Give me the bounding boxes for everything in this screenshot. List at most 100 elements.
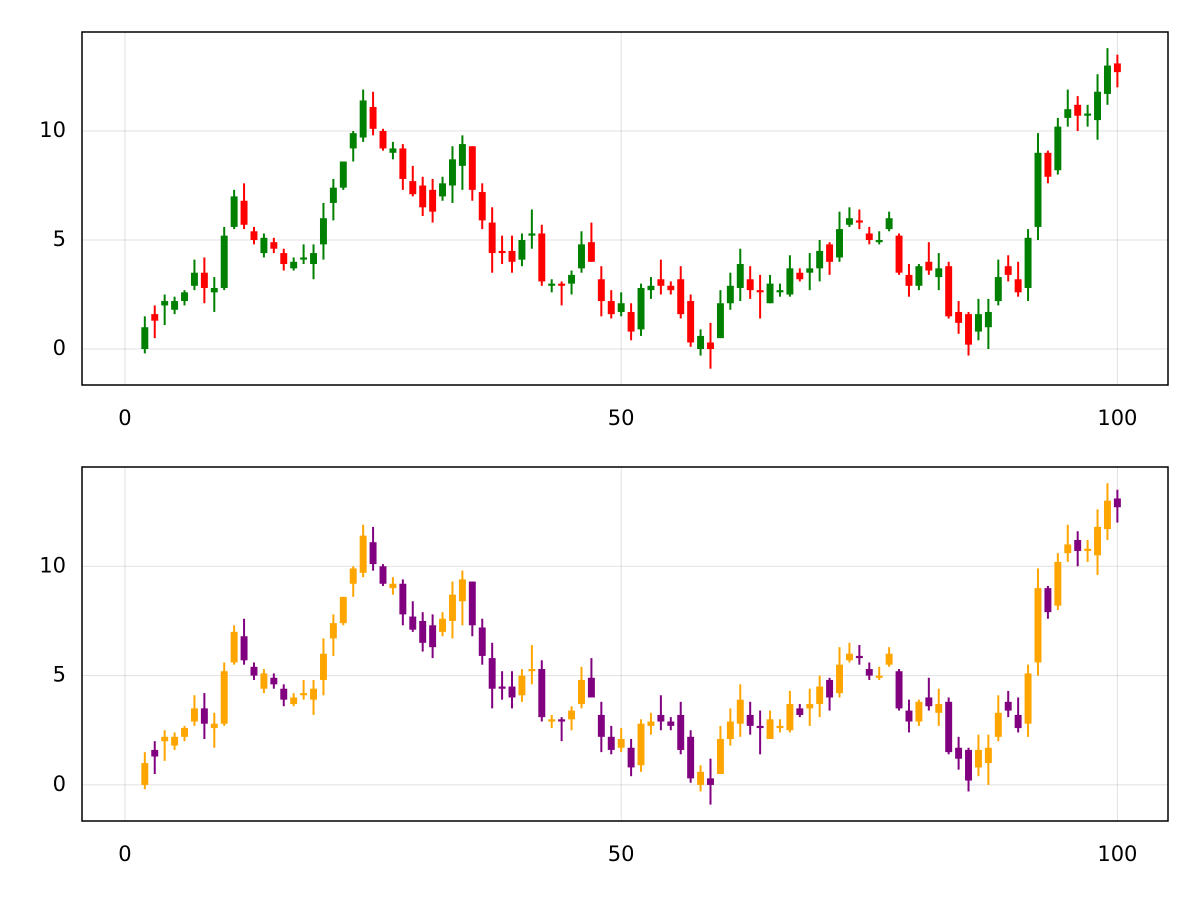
- candle-body: [508, 686, 516, 698]
- candle-body: [488, 222, 496, 254]
- candle-body: [647, 721, 655, 726]
- candle-body: [826, 244, 834, 262]
- candle-body: [607, 301, 615, 315]
- candle-body: [488, 658, 496, 689]
- candle-body: [339, 161, 347, 188]
- candle-body: [796, 708, 804, 715]
- candle-body: [915, 266, 923, 286]
- candle-body: [746, 714, 754, 726]
- candle-body: [816, 250, 824, 269]
- candle-body: [280, 253, 288, 264]
- candle-body: [667, 721, 675, 726]
- y-tick-label: 0: [53, 772, 66, 796]
- y-tick-label: 5: [53, 663, 66, 687]
- candle-body: [448, 594, 456, 621]
- candle-body: [845, 653, 853, 661]
- candle-body: [1004, 701, 1012, 711]
- candle-body: [270, 677, 278, 685]
- candle-body: [845, 218, 853, 225]
- candle-body: [369, 542, 377, 565]
- candle-body: [568, 710, 576, 720]
- candle-body: [200, 708, 208, 724]
- candle-body: [786, 704, 794, 731]
- candle-body: [915, 701, 923, 722]
- candle-body: [617, 303, 625, 312]
- candle-body: [1064, 544, 1072, 554]
- candle-body: [1103, 65, 1111, 94]
- candle-body: [548, 283, 556, 286]
- candle-body: [974, 314, 982, 332]
- x-tick-label: 0: [118, 406, 131, 430]
- candle-body: [1034, 152, 1042, 227]
- candle-body: [627, 747, 635, 768]
- candle-body: [389, 148, 397, 153]
- x-tick-label: 50: [608, 406, 635, 430]
- candle-body: [707, 342, 714, 350]
- candle-body: [359, 100, 367, 138]
- candle-body: [429, 189, 437, 212]
- candle-body: [369, 107, 377, 129]
- candle-body: [935, 268, 943, 278]
- candle-body: [1084, 113, 1092, 116]
- candle-body: [161, 301, 169, 306]
- candle-body: [736, 263, 744, 288]
- candle-body: [637, 723, 645, 766]
- candle-body: [587, 242, 595, 262]
- candle-body: [419, 620, 427, 643]
- candle-body: [300, 257, 308, 260]
- candle-body: [528, 233, 536, 236]
- candle-body: [319, 653, 327, 680]
- candle-body: [468, 581, 476, 626]
- candle-body: [419, 185, 427, 208]
- candle-body: [171, 301, 179, 310]
- candle-body: [756, 725, 764, 729]
- candle-body: [1024, 673, 1032, 724]
- candle-body: [1113, 63, 1121, 73]
- candle-body: [617, 739, 625, 748]
- candle-body: [389, 583, 397, 589]
- candle-body: [716, 739, 724, 774]
- candle-body: [220, 235, 228, 288]
- candle-body: [240, 636, 248, 661]
- candle-body: [1014, 279, 1022, 293]
- candle-body: [151, 749, 159, 757]
- candle-body: [558, 283, 566, 286]
- candle-body: [945, 701, 953, 753]
- candle-body: [240, 200, 248, 225]
- candle-body: [319, 218, 327, 245]
- x-tick-label: 100: [1097, 406, 1137, 430]
- candle-body: [439, 183, 447, 197]
- candle-body: [409, 181, 417, 195]
- candle-body: [965, 749, 972, 781]
- candle-body: [677, 714, 685, 750]
- candle-body: [885, 653, 893, 665]
- candle-body: [518, 240, 526, 260]
- candle-body: [687, 736, 695, 779]
- candle-body: [766, 283, 774, 304]
- y-tick-label: 10: [39, 118, 66, 142]
- candle-body: [250, 231, 258, 241]
- candle-body: [865, 233, 873, 241]
- candle-body: [538, 233, 546, 282]
- candle-body: [578, 244, 585, 269]
- candle-body: [409, 616, 417, 630]
- candle-body: [1014, 714, 1022, 729]
- candle-body: [984, 747, 992, 764]
- candle-body: [518, 675, 526, 696]
- plot-frame: [81, 31, 1169, 386]
- candle-body: [955, 311, 963, 323]
- x-tick-label: 100: [1097, 842, 1137, 866]
- candle-body: [1094, 526, 1102, 556]
- candle-body: [290, 261, 298, 269]
- candle-body: [746, 279, 754, 291]
- candle-body: [895, 235, 903, 273]
- candle-body: [865, 669, 873, 676]
- candle-body: [1054, 561, 1062, 606]
- candle-body: [141, 763, 149, 785]
- candle-body: [1074, 104, 1082, 116]
- candle-body: [726, 285, 734, 304]
- candle-body: [875, 240, 883, 243]
- candle-body: [677, 279, 685, 315]
- candle-body: [458, 144, 466, 166]
- candle-body: [448, 159, 456, 186]
